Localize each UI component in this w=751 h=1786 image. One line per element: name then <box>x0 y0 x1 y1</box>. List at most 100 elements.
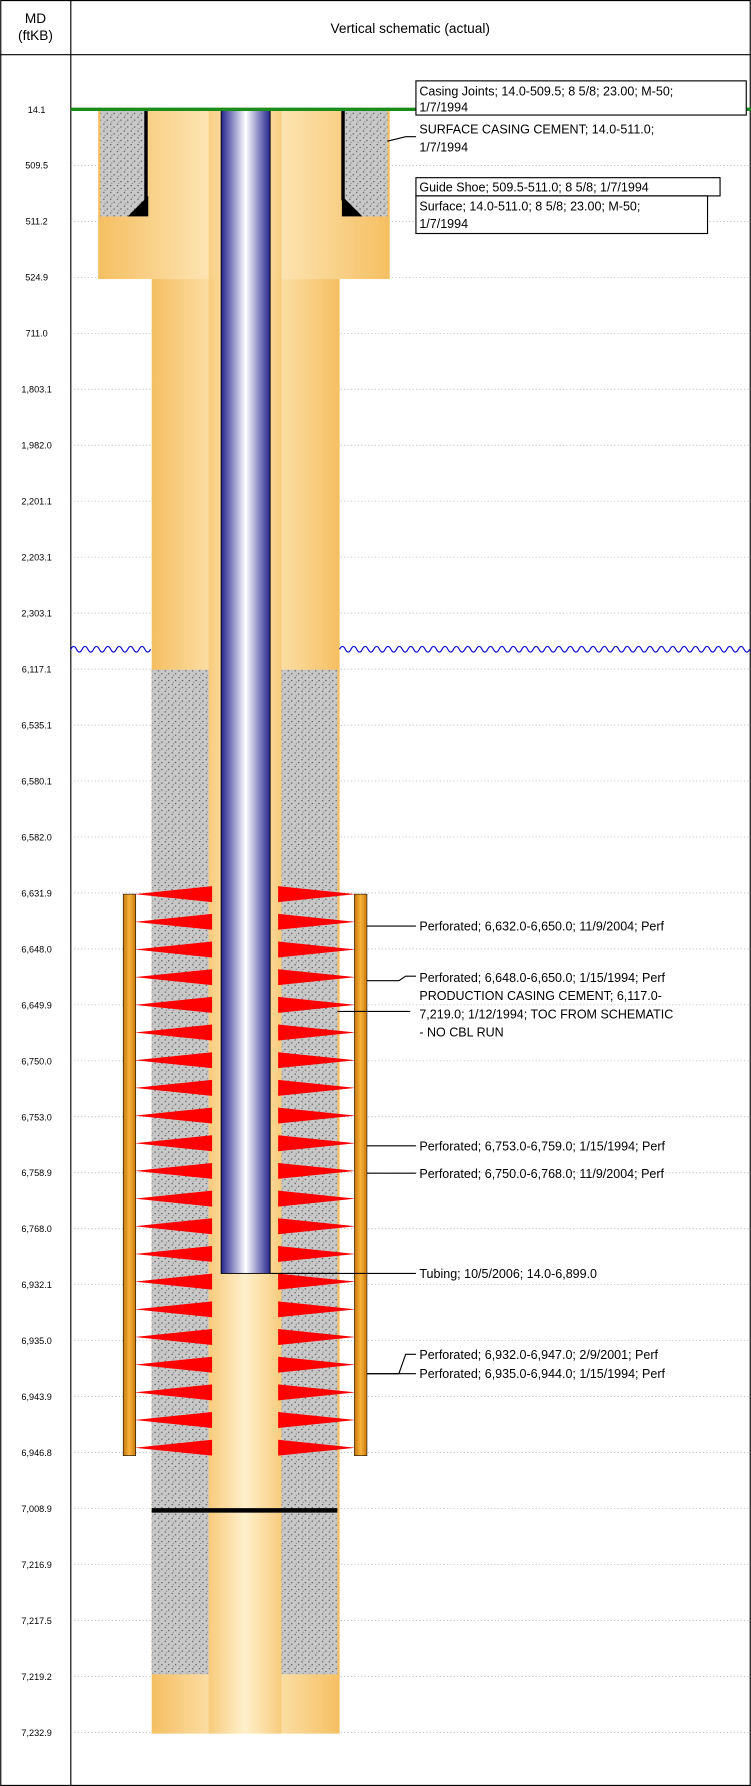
annotation: - NO CBL RUN <box>419 1026 503 1040</box>
leader-line <box>387 136 416 142</box>
perforation <box>278 1218 356 1235</box>
perforation <box>278 1273 356 1290</box>
depth-label: 6,649.9 <box>21 1000 51 1010</box>
perforation <box>278 1412 356 1429</box>
depth-label: 1,982.0 <box>21 441 51 451</box>
depth-label: 7,217.5 <box>21 1616 51 1626</box>
depth-label: 6,932.1 <box>21 1280 51 1290</box>
perforation <box>134 1024 213 1041</box>
guide-shoe <box>341 195 363 217</box>
annotation: 1/7/1994 <box>419 101 468 115</box>
depth-label: 6,943.9 <box>21 1392 51 1402</box>
depth-label: 7,216.9 <box>21 1560 51 1570</box>
perf-gun <box>354 893 368 1456</box>
perforation <box>278 1135 356 1152</box>
perforation <box>134 1245 213 1262</box>
depth-label: 524.9 <box>25 273 48 283</box>
perforation <box>134 886 213 903</box>
perforation <box>134 1190 213 1207</box>
perforation <box>134 1412 213 1429</box>
depth-label: 1,803.1 <box>21 385 51 395</box>
depth-label: 2,201.1 <box>21 497 51 507</box>
depth-label: 6,935.0 <box>21 1336 51 1346</box>
perforation <box>134 913 213 930</box>
annotation: Perforated; 6,935.0-6,944.0; 1/15/1994; … <box>419 1367 665 1381</box>
perforation <box>278 1384 356 1401</box>
perforation <box>278 1439 356 1456</box>
perforation <box>134 1329 213 1345</box>
md-label: (ftKB) <box>18 28 53 43</box>
depth-label: 711.0 <box>26 329 48 339</box>
perforation <box>134 1079 213 1096</box>
depth-label: 6,946.8 <box>21 1448 51 1458</box>
annotation: Surface; 14.0-511.0; 8 5/8; 23.00; M-50; <box>419 200 640 214</box>
perforation <box>278 913 356 930</box>
depth-label: 6,582.0 <box>21 832 51 842</box>
surface-cement <box>344 109 388 217</box>
schematic-title: Vertical schematic (actual) <box>331 21 490 36</box>
annotation: Perforated; 6,750.0-6,768.0; 11/9/2004; … <box>419 1167 664 1181</box>
annotation-box <box>415 80 747 116</box>
perforation <box>134 1356 213 1373</box>
annotation: Perforated; 6,932.0-6,947.0; 2/9/2001; P… <box>419 1348 658 1362</box>
annotation: Tubing; 10/5/2006; 14.0-6,899.0 <box>419 1267 597 1281</box>
break-line <box>339 645 751 653</box>
perforation <box>278 1107 356 1124</box>
depth-label: 7,008.9 <box>21 1504 51 1514</box>
annotation: Guide Shoe; 509.5-511.0; 8 5/8; 1/7/1994 <box>419 180 648 194</box>
perf-gun <box>122 893 137 1456</box>
perforation <box>134 969 213 986</box>
perforation <box>134 1052 213 1069</box>
perforation <box>278 1329 356 1345</box>
depth-label: 14.1 <box>28 105 46 115</box>
annotation: Perforated; 6,753.0-6,759.0; 1/15/1994; … <box>419 1139 665 1153</box>
depth-label: 6,758.9 <box>21 1168 51 1178</box>
perforation <box>134 1218 213 1235</box>
perforation <box>278 1301 356 1318</box>
perforation <box>134 1273 213 1290</box>
perforation <box>134 1301 213 1318</box>
annotation: 1/7/1994 <box>419 217 468 231</box>
perforation <box>134 1107 213 1124</box>
annotation-box <box>415 195 709 235</box>
perforation <box>278 969 356 986</box>
depth-label: 7,219.2 <box>21 1672 51 1682</box>
perforation <box>134 1384 213 1401</box>
perforation <box>134 1162 213 1179</box>
perforation <box>134 1135 213 1152</box>
annotation: Perforated; 6,648.0-6,650.0; 1/15/1994; … <box>419 971 665 985</box>
depth-label: 6,631.9 <box>21 888 51 898</box>
perforation <box>134 996 213 1013</box>
annotation: PRODUCTION CASING CEMENT; 6,117.0- <box>419 989 661 1003</box>
perforation <box>278 1052 356 1069</box>
annotation: Casing Joints; 14.0-509.5; 8 5/8; 23.00;… <box>419 85 673 99</box>
perforation <box>278 996 356 1013</box>
md-label: MD <box>25 11 46 26</box>
depth-label: 6,117.1 <box>22 664 52 674</box>
depth-label: 511.2 <box>26 217 48 227</box>
surface-cement <box>100 109 146 217</box>
depth-label: 7,232.9 <box>21 1728 51 1738</box>
annotation: 7,219.0; 1/12/1994; TOC FROM SCHEMATIC <box>419 1007 673 1021</box>
leader-line <box>366 975 416 982</box>
perforation <box>278 1190 356 1207</box>
depth-label: 2,303.1 <box>21 609 51 619</box>
perforation <box>134 1439 213 1456</box>
depth-label: 6,535.1 <box>21 720 51 730</box>
perforation <box>278 1024 356 1041</box>
depth-label: 6,580.1 <box>21 776 51 786</box>
perforation <box>278 1356 356 1373</box>
depth-label: 6,768.0 <box>21 1224 51 1234</box>
annotation: SURFACE CASING CEMENT; 14.0-511.0; <box>419 122 654 136</box>
depth-label: 6,648.0 <box>21 944 51 954</box>
depth-label: 6,753.0 <box>21 1112 51 1122</box>
break-line <box>70 645 152 653</box>
depth-label: 509.5 <box>25 161 48 171</box>
tubing <box>220 108 271 1274</box>
perforation <box>278 1245 356 1262</box>
annotation: Perforated; 6,632.0-6,650.0; 11/9/2004; … <box>419 920 664 934</box>
annotation: 1/7/1994 <box>419 140 468 154</box>
depth-label: 2,203.1 <box>21 553 51 563</box>
perforation <box>134 941 213 958</box>
